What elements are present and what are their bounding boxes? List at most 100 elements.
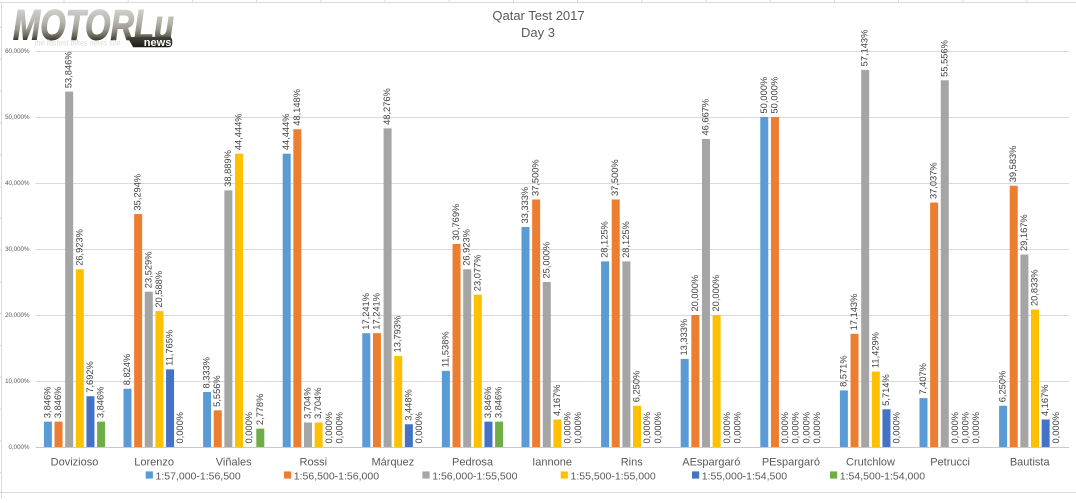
svg-text:0,000%: 0,000%	[9, 444, 30, 451]
svg-text:Márquez: Márquez	[372, 457, 415, 469]
svg-text:17,241%: 17,241%	[361, 293, 371, 330]
svg-text:4,167%: 4,167%	[1040, 384, 1050, 416]
svg-text:13,333%: 13,333%	[679, 319, 689, 356]
svg-text:Qatar Test 2017: Qatar Test 2017	[492, 8, 584, 23]
svg-text:Dovizioso: Dovizioso	[51, 457, 99, 469]
svg-text:8,824%: 8,824%	[122, 354, 132, 386]
svg-text:55,556%: 55,556%	[939, 40, 949, 77]
svg-text:PEspargaró: PEspargaró	[762, 457, 820, 469]
svg-text:0,000%: 0,000%	[732, 412, 742, 444]
svg-text:0,000%: 0,000%	[950, 412, 960, 444]
svg-text:Bautista: Bautista	[1010, 457, 1051, 469]
svg-text:20,000%: 20,000%	[711, 275, 721, 312]
svg-text:0,000%: 0,000%	[244, 412, 254, 444]
svg-text:5,714%: 5,714%	[881, 374, 891, 406]
svg-text:AEspargaró: AEspargaró	[682, 457, 740, 469]
svg-text:Petrucci: Petrucci	[930, 457, 970, 469]
svg-text:3,704%: 3,704%	[313, 388, 323, 420]
svg-text:0,000%: 0,000%	[334, 412, 344, 444]
svg-text:48,148%: 48,148%	[292, 89, 302, 126]
svg-text:20,000%: 20,000%	[5, 312, 30, 319]
svg-text:3,448%: 3,448%	[403, 389, 413, 421]
svg-text:0,000%: 0,000%	[414, 412, 424, 444]
svg-text:8,571%: 8,571%	[838, 355, 848, 387]
svg-text:6,250%: 6,250%	[998, 371, 1008, 403]
svg-text:44,444%: 44,444%	[234, 113, 244, 150]
svg-text:20,588%: 20,588%	[154, 271, 164, 308]
svg-text:1:55,000-1:54,500: 1:55,000-1:54,500	[702, 471, 787, 483]
svg-text:10,000%: 10,000%	[5, 378, 30, 385]
svg-text:50,000%: 50,000%	[769, 77, 779, 114]
svg-text:0,000%: 0,000%	[573, 412, 583, 444]
svg-text:37,500%: 37,500%	[531, 159, 541, 196]
svg-text:11,429%: 11,429%	[870, 332, 880, 368]
svg-text:Rossi: Rossi	[300, 457, 328, 469]
svg-text:23,529%: 23,529%	[143, 252, 153, 289]
svg-text:0,000%: 0,000%	[175, 412, 185, 444]
svg-text:1:54,500-1:54,000: 1:54,500-1:54,000	[840, 471, 925, 483]
svg-text:30,769%: 30,769%	[451, 204, 461, 241]
svg-text:0,000%: 0,000%	[780, 412, 790, 444]
svg-text:0,000%: 0,000%	[791, 412, 801, 444]
svg-text:3,846%: 3,846%	[42, 387, 52, 419]
svg-text:38,889%: 38,889%	[223, 150, 233, 187]
svg-text:3,704%: 3,704%	[302, 388, 312, 420]
svg-text:Iannone: Iannone	[532, 457, 572, 469]
svg-text:Lorenzo: Lorenzo	[134, 457, 174, 469]
svg-text:48,276%: 48,276%	[382, 88, 392, 125]
svg-text:0,000%: 0,000%	[563, 412, 573, 444]
svg-text:20,833%: 20,833%	[1030, 269, 1040, 306]
svg-text:26,923%: 26,923%	[462, 229, 472, 266]
svg-text:37,037%: 37,037%	[929, 162, 939, 199]
svg-text:0,000%: 0,000%	[653, 412, 663, 444]
svg-text:5,556%: 5,556%	[212, 375, 222, 407]
svg-text:28,125%: 28,125%	[600, 221, 610, 258]
svg-text:3,846%: 3,846%	[483, 387, 493, 419]
svg-text:7,407%: 7,407%	[918, 363, 928, 395]
svg-text:1:56,500-1:56,000: 1:56,500-1:56,000	[294, 471, 379, 483]
svg-text:0,000%: 0,000%	[642, 412, 652, 444]
svg-text:4,167%: 4,167%	[552, 384, 562, 416]
svg-text:37,500%: 37,500%	[610, 159, 620, 196]
svg-text:50,000%: 50,000%	[5, 114, 30, 121]
svg-text:53,846%: 53,846%	[64, 51, 74, 88]
svg-text:0,000%: 0,000%	[892, 412, 902, 444]
svg-text:46,667%: 46,667%	[700, 99, 710, 136]
svg-text:Day 3: Day 3	[521, 25, 555, 40]
svg-text:the fastest bikes news site: the fastest bikes news site	[35, 38, 121, 47]
svg-text:0,000%: 0,000%	[812, 412, 822, 444]
svg-text:20,000%: 20,000%	[690, 275, 700, 312]
svg-text:8,333%: 8,333%	[202, 357, 212, 389]
svg-text:17,143%: 17,143%	[849, 294, 859, 331]
svg-text:30,000%: 30,000%	[5, 246, 30, 253]
svg-text:0,000%: 0,000%	[961, 412, 971, 444]
svg-text:33,333%: 33,333%	[520, 187, 530, 224]
svg-text:60,000%: 60,000%	[5, 48, 30, 55]
svg-text:0,000%: 0,000%	[971, 412, 981, 444]
svg-text:0,000%: 0,000%	[722, 412, 732, 444]
svg-text:Pedrosa: Pedrosa	[452, 457, 494, 469]
svg-text:11,765%: 11,765%	[165, 330, 175, 366]
svg-text:Rins: Rins	[621, 457, 644, 469]
svg-text:Viñales: Viñales	[216, 457, 252, 469]
svg-text:0,000%: 0,000%	[1051, 412, 1061, 444]
svg-text:0,000%: 0,000%	[801, 412, 811, 444]
svg-text:50,000%: 50,000%	[759, 77, 769, 114]
svg-text:6,250%: 6,250%	[632, 371, 642, 403]
svg-text:3,846%: 3,846%	[96, 387, 106, 419]
svg-text:3,846%: 3,846%	[494, 387, 504, 419]
svg-text:26,923%: 26,923%	[74, 229, 84, 266]
svg-text:7,692%: 7,692%	[85, 361, 95, 393]
svg-text:57,143%: 57,143%	[860, 30, 870, 67]
svg-text:39,583%: 39,583%	[1008, 146, 1018, 183]
svg-text:35,294%: 35,294%	[133, 174, 143, 211]
svg-text:28,125%: 28,125%	[621, 221, 631, 258]
svg-text:1:56,000-1:55,500: 1:56,000-1:55,500	[432, 471, 517, 483]
svg-text:25,000%: 25,000%	[541, 242, 551, 279]
svg-text:23,077%: 23,077%	[472, 254, 482, 291]
svg-text:3,846%: 3,846%	[53, 387, 63, 419]
svg-text:1:55,500-1:55,000: 1:55,500-1:55,000	[571, 471, 656, 483]
svg-text:Crutchlow: Crutchlow	[846, 457, 895, 469]
svg-text:news: news	[144, 37, 172, 49]
svg-text:40,000%: 40,000%	[5, 180, 30, 187]
